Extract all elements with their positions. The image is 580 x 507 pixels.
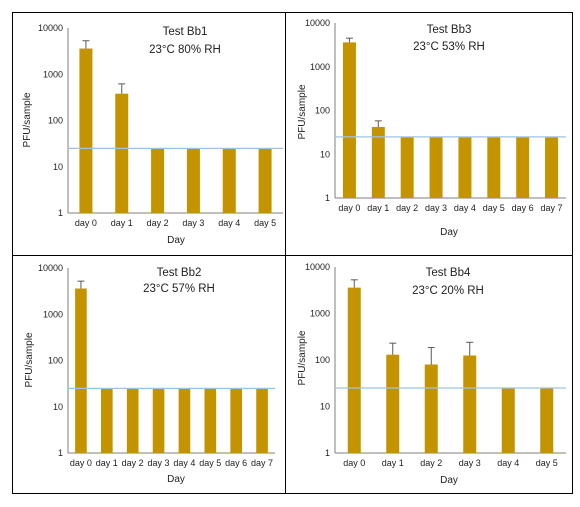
y-tick-label: 10 — [320, 402, 330, 412]
x-tick-label: day 3 — [425, 203, 447, 213]
bar — [230, 388, 243, 453]
figure-frame — [12, 12, 573, 494]
x-tick-label: day 7 — [541, 203, 563, 213]
x-tick-label: day 3 — [182, 218, 204, 228]
bar — [75, 288, 87, 453]
x-tick-label: day 4 — [218, 218, 240, 228]
y-tick-label: 10 — [53, 402, 63, 412]
y-tick-label: 10000 — [38, 23, 63, 33]
x-tick-label: day 2 — [122, 458, 144, 468]
bar — [371, 126, 385, 198]
x-tick-label: day 1 — [96, 458, 118, 468]
bar — [256, 388, 268, 453]
y-tick-label: 1000 — [43, 309, 63, 319]
bar — [100, 388, 113, 453]
panel-bb2: Test Bb2 23°C 57% RH PFU/sample Day 1 10 1… — [24, 263, 275, 485]
x-tick-label: day 0 — [338, 203, 360, 213]
x-tick-label: day 4 — [173, 458, 195, 468]
x-tick-label: day 2 — [147, 218, 169, 228]
y-tick-label: 10000 — [38, 263, 63, 273]
x-tick-label: day 3 — [459, 458, 481, 468]
bar — [347, 287, 361, 453]
y-tick-label: 10000 — [305, 262, 330, 272]
x-tick-label: day 6 — [225, 458, 247, 468]
y-tick-label: 1000 — [43, 69, 63, 79]
y-tick-label: 10 — [53, 162, 63, 172]
bar — [79, 48, 93, 213]
y-axis-title: PFU/sample — [297, 84, 308, 139]
y-tick-label: 1 — [325, 448, 330, 458]
x-tick-label: day 4 — [454, 203, 476, 213]
bar — [178, 388, 191, 453]
x-tick-label: day 6 — [512, 203, 534, 213]
x-tick-label: day 0 — [75, 218, 97, 228]
x-tick-label: day 0 — [70, 458, 92, 468]
bar — [151, 148, 165, 213]
bar — [386, 354, 400, 453]
y-tick-label: 10000 — [305, 18, 330, 28]
bar — [487, 136, 501, 198]
y-tick-label: 100 — [48, 116, 63, 126]
x-tick-label: day 4 — [497, 458, 519, 468]
y-axis-title: PFU/sample — [22, 92, 33, 147]
x-tick-label: day 3 — [148, 458, 170, 468]
bar — [540, 387, 554, 453]
x-tick-label: day 5 — [199, 458, 221, 468]
x-tick-label: day 1 — [367, 203, 389, 213]
x-tick-label: day 5 — [254, 218, 276, 228]
y-tick-label: 100 — [315, 106, 330, 116]
y-tick-label: 1 — [58, 208, 63, 218]
chart-subtitle: 23°C 57% RH — [143, 283, 215, 295]
chart-subtitle: 23°C 20% RH — [412, 285, 484, 297]
bar — [429, 136, 443, 198]
chart-title: Test Bb4 — [426, 267, 471, 279]
x-axis-title: Day — [167, 235, 185, 246]
bar — [115, 93, 129, 213]
bar — [152, 388, 165, 453]
y-tick-label: 10 — [320, 149, 330, 159]
panel-bb3: Test Bb3 23°C 53% RH PFU/sample Day 1 10 1… — [297, 18, 566, 238]
bar — [186, 148, 200, 213]
y-tick-label: 1 — [58, 448, 63, 458]
panel-bb1: Test Bb1 23°C 80% RH PFU/sample Day 1 10 1… — [22, 23, 283, 246]
y-tick-label: 100 — [315, 355, 330, 365]
chart-title: Test Bb2 — [157, 267, 202, 279]
bar — [516, 136, 530, 198]
panel-bb4: Test Bb4 23°C 20% RH PFU/sample Day 1 10 1… — [297, 262, 566, 486]
chart-subtitle: 23°C 53% RH — [413, 41, 485, 53]
x-tick-label: day 1 — [382, 458, 404, 468]
bar — [400, 136, 414, 198]
y-tick-label: 1 — [325, 193, 330, 203]
y-tick-label: 100 — [48, 356, 63, 366]
x-tick-label: day 5 — [483, 203, 505, 213]
chart-subtitle: 23°C 80% RH — [149, 44, 221, 56]
bar — [222, 148, 236, 213]
x-tick-label: day 5 — [536, 458, 558, 468]
chart-title: Test Bb1 — [163, 26, 208, 38]
x-axis-title: Day — [167, 474, 185, 485]
bar — [126, 388, 139, 453]
bar — [458, 136, 472, 198]
bar — [424, 364, 438, 453]
x-tick-label: day 0 — [343, 458, 365, 468]
bar — [342, 42, 356, 198]
x-tick-label: day 2 — [396, 203, 418, 213]
x-tick-label: day 2 — [420, 458, 442, 468]
x-axis-title: Day — [440, 475, 458, 486]
y-tick-label: 1000 — [310, 309, 330, 319]
x-axis-title: Day — [440, 227, 458, 238]
bar — [501, 387, 515, 453]
chart-title: Test Bb3 — [427, 24, 472, 36]
y-axis-title: PFU/sample — [24, 332, 35, 387]
bar — [463, 355, 477, 453]
bar — [258, 148, 272, 213]
y-tick-label: 1000 — [310, 62, 330, 72]
x-tick-label: day 1 — [111, 218, 133, 228]
y-axis-title: PFU/sample — [297, 330, 308, 385]
bar — [545, 136, 559, 198]
x-tick-label: day 7 — [251, 458, 273, 468]
bar — [204, 388, 217, 453]
